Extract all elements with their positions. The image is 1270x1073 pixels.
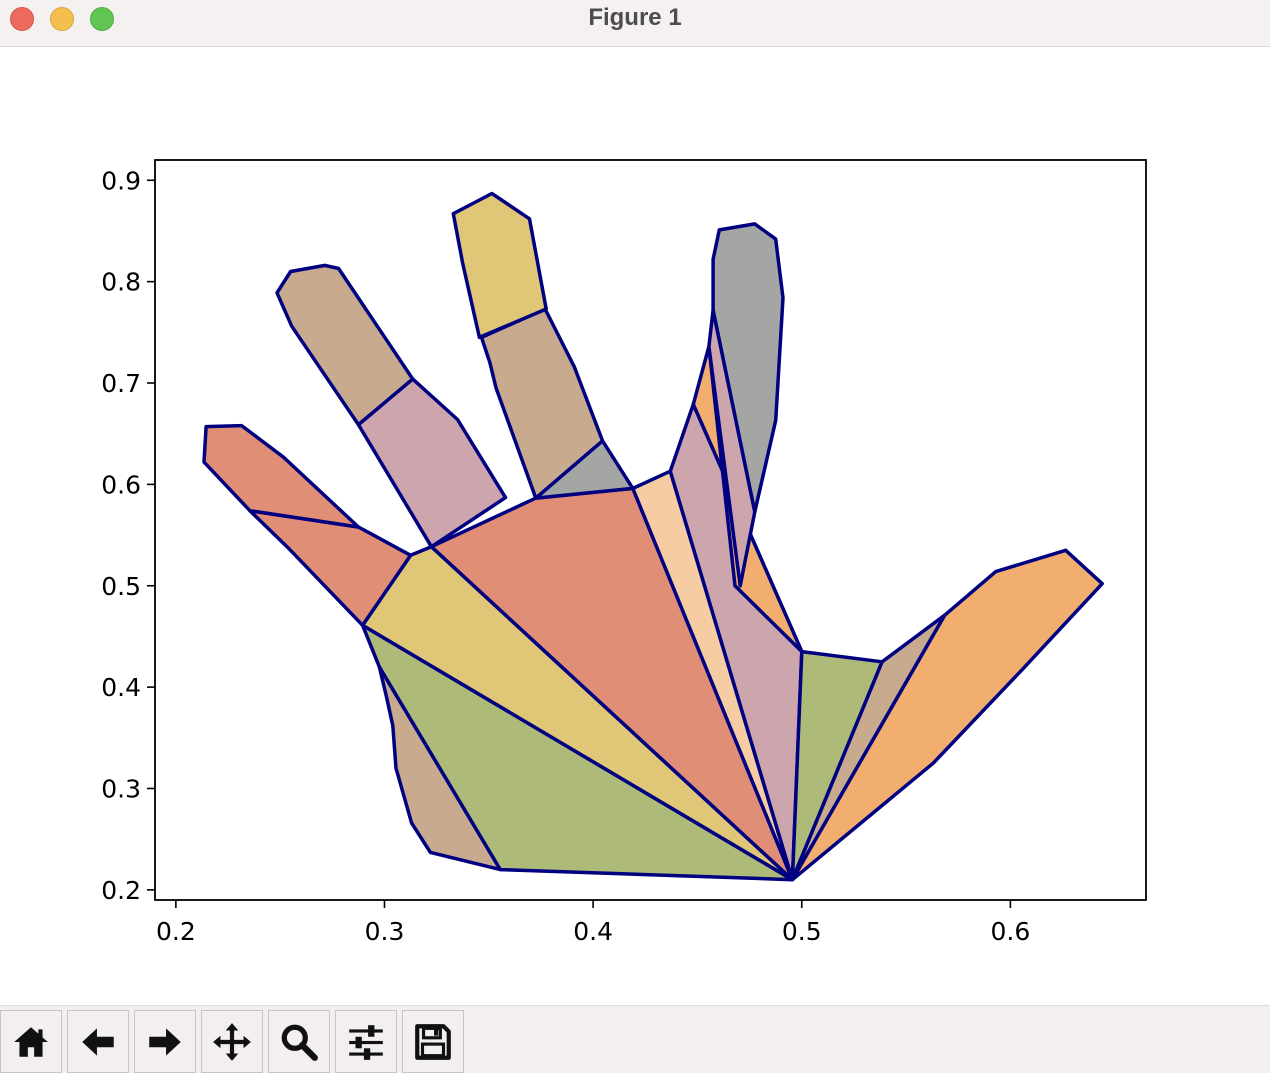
- arrow-left-icon: [82, 1027, 114, 1056]
- magnifier-icon: [281, 1024, 318, 1061]
- hand-patch-10: [691, 344, 804, 654]
- hand-patch-9: [790, 548, 1104, 882]
- y-tick-label: 0.3: [101, 774, 141, 803]
- figure-canvas[interactable]: 0.2 0.3 0.4 0.5 0.6 0.2 0.3 0.4 0.5 0.6 0.7 0.8 0.9: [0, 47, 1270, 1005]
- y-tick-label: 0.9: [101, 166, 141, 195]
- y-tick-label: 0.2: [101, 876, 141, 905]
- forward-button[interactable]: [134, 1010, 196, 1073]
- tick-layer: 0.2 0.3 0.4 0.5 0.6 0.2 0.3 0.4 0.5 0.6 0.7 0.8 0.9: [101, 166, 1030, 946]
- patch-layer: [202, 191, 1104, 882]
- x-tick-label: 0.2: [156, 917, 196, 946]
- navigation-toolbar: [0, 1005, 1270, 1073]
- save-button[interactable]: [402, 1010, 464, 1073]
- pan-button[interactable]: [201, 1010, 263, 1073]
- close-window-button[interactable]: [10, 7, 34, 31]
- zoom-button[interactable]: [268, 1010, 330, 1073]
- home-icon: [14, 1026, 48, 1057]
- y-tick-label: 0.7: [101, 369, 141, 398]
- x-tick-label: 0.6: [991, 917, 1031, 946]
- hand-patch-12: [711, 222, 785, 514]
- zoom-window-button[interactable]: [90, 7, 114, 31]
- x-tick-label: 0.5: [782, 917, 822, 946]
- y-tick-label: 0.6: [101, 470, 141, 499]
- hand-patch-19: [202, 423, 361, 529]
- arrow-right-icon: [149, 1027, 181, 1056]
- hand-patch-17: [275, 263, 415, 427]
- x-tick-label: 0.4: [573, 917, 613, 946]
- sliders-icon: [349, 1024, 383, 1060]
- y-tick-label: 0.4: [101, 673, 141, 702]
- window-titlebar: Figure 1: [0, 0, 1270, 47]
- window-title: Figure 1: [588, 4, 682, 31]
- back-button[interactable]: [67, 1010, 129, 1073]
- configure-subplots-button[interactable]: [335, 1010, 397, 1073]
- y-tick-label: 0.8: [101, 268, 141, 297]
- move-icon: [213, 1022, 251, 1061]
- y-tick-label: 0.5: [101, 572, 141, 601]
- hand-patch-15: [451, 191, 548, 340]
- minimize-window-button[interactable]: [50, 7, 74, 31]
- home-button[interactable]: [0, 1010, 62, 1073]
- floppy-disk-icon: [415, 1023, 451, 1060]
- hand-patch-14: [479, 307, 605, 500]
- plot-area[interactable]: 0.2 0.3 0.4 0.5 0.6 0.2 0.3 0.4 0.5 0.6 0.7 0.8 0.9: [0, 47, 1270, 1005]
- x-tick-label: 0.3: [365, 917, 405, 946]
- axes-frame: [154, 159, 1147, 901]
